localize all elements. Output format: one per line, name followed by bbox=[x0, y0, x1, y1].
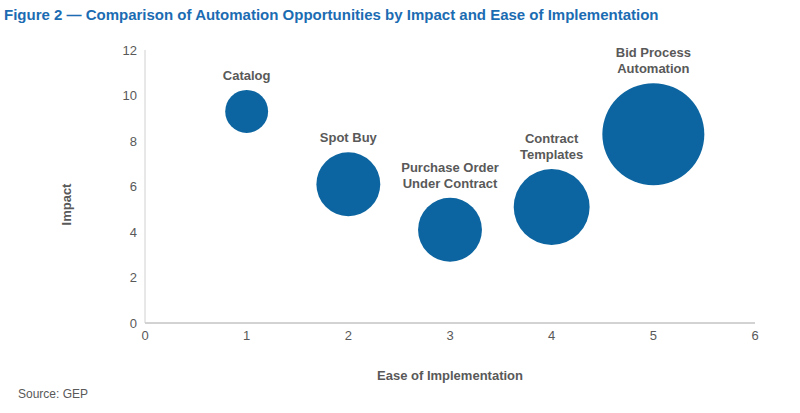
html-text:Figure 2 — Comparison of Autom: Figure 2 — Comparison of Automation Oppo… bbox=[4, 6, 659, 23]
svg-text:Impact: Impact bbox=[59, 183, 74, 226]
html-text:Source: GEP: Source: GEP bbox=[18, 387, 88, 401]
svg-text:6: 6 bbox=[130, 179, 137, 194]
svg-text:Bid ProcessAutomation: Bid ProcessAutomation bbox=[616, 45, 691, 76]
svg-text:12: 12 bbox=[123, 43, 137, 58]
svg-text:8: 8 bbox=[130, 134, 137, 149]
svg-text:4: 4 bbox=[130, 225, 137, 240]
svg-text:4: 4 bbox=[548, 328, 555, 343]
svg-text:Spot Buy: Spot Buy bbox=[320, 130, 378, 145]
svg-text:6: 6 bbox=[751, 328, 758, 343]
svg-text:Purchase OrderUnder Contract: Purchase OrderUnder Contract bbox=[401, 160, 499, 191]
svg-text:1: 1 bbox=[243, 328, 250, 343]
svg-text:Catalog: Catalog bbox=[223, 68, 271, 83]
svg-text:3: 3 bbox=[446, 328, 453, 343]
svg-text:0: 0 bbox=[141, 328, 148, 343]
svg-text:ContractTemplates: ContractTemplates bbox=[520, 131, 583, 162]
svg-text:5: 5 bbox=[650, 328, 657, 343]
svg-text:2: 2 bbox=[130, 270, 137, 285]
svg-text:Ease of Implementation: Ease of Implementation bbox=[377, 368, 523, 383]
svg-text:10: 10 bbox=[123, 88, 137, 103]
svg-text:2: 2 bbox=[345, 328, 352, 343]
svg-text:0: 0 bbox=[130, 316, 137, 331]
